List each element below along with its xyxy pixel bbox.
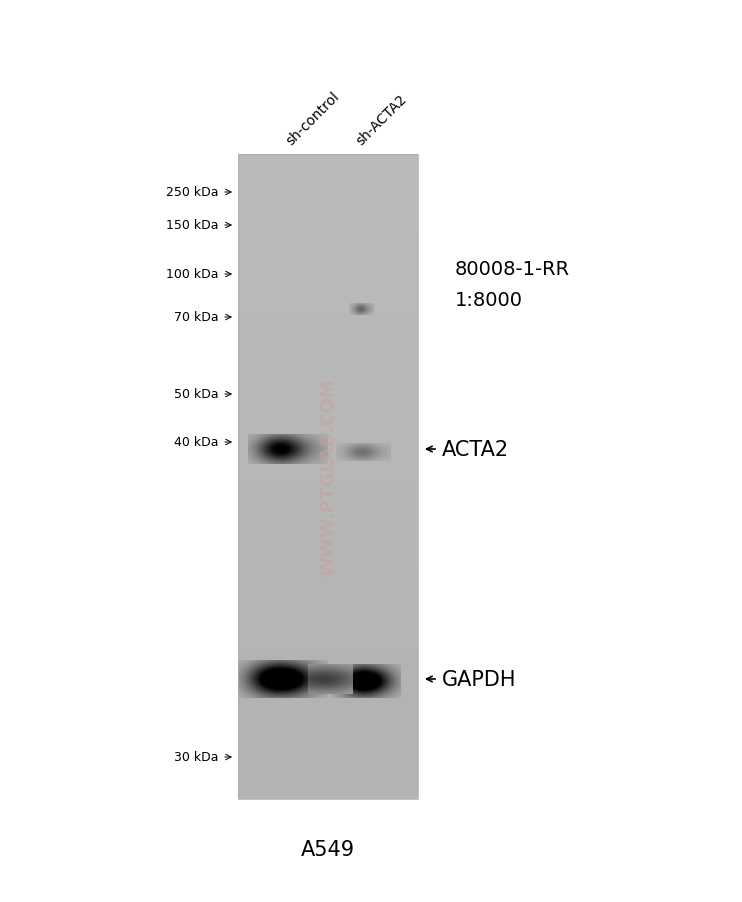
Bar — [238, 155, 418, 799]
Text: 70 kDa: 70 kDa — [174, 311, 219, 324]
Text: sh-ACTA2: sh-ACTA2 — [353, 92, 409, 148]
Text: 150 kDa: 150 kDa — [166, 219, 219, 232]
Text: WWW.PTGLAB.COM: WWW.PTGLAB.COM — [319, 378, 337, 575]
Text: ACTA2: ACTA2 — [442, 439, 509, 459]
Text: sh-control: sh-control — [283, 89, 342, 148]
Text: 100 kDa: 100 kDa — [166, 268, 219, 281]
Text: 40 kDa: 40 kDa — [174, 436, 219, 449]
Text: 80008-1-RR
1:8000: 80008-1-RR 1:8000 — [455, 260, 570, 309]
Text: 250 kDa: 250 kDa — [166, 187, 219, 199]
Text: 50 kDa: 50 kDa — [174, 388, 219, 401]
Text: 30 kDa: 30 kDa — [174, 750, 219, 764]
Text: GAPDH: GAPDH — [442, 669, 516, 689]
Text: A549: A549 — [301, 839, 355, 859]
